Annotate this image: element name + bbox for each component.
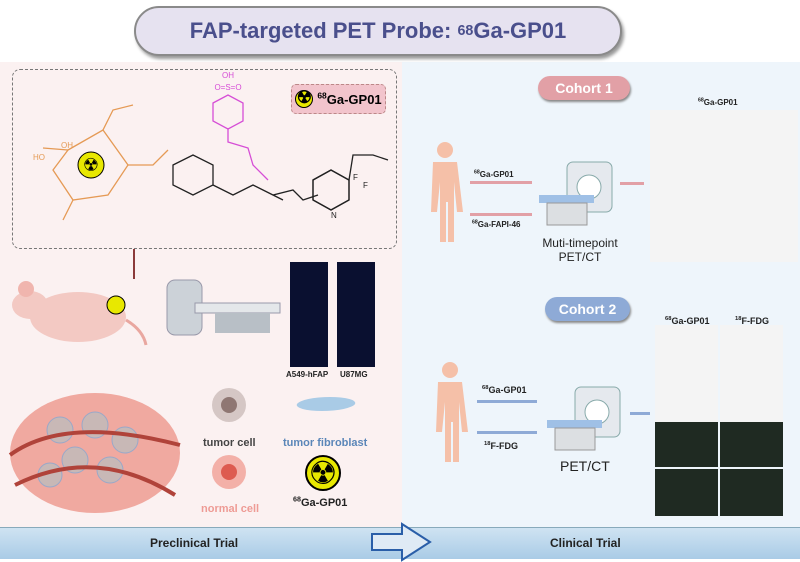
arrow-right [470, 181, 532, 184]
mouse-scan-label: A549-hFAP [286, 370, 329, 379]
cohort2-ct-gp01-chest [655, 422, 718, 467]
arrow-right [477, 431, 537, 434]
cohort2-scanner-label: PET/CT [560, 458, 610, 474]
legend-normal-cell: normal cell [201, 503, 260, 515]
page-title: FAP-targeted PET Probe: 68 Ga-GP01 [134, 6, 622, 56]
mouse-scan-a549 [290, 262, 328, 367]
cohort2-tracer2: F-FDG [490, 441, 519, 451]
radiation-icon: ☢ [305, 455, 341, 491]
human-figure-icon [436, 362, 468, 462]
cohort1-pet-images [650, 110, 798, 262]
preclinical-trial-label: Preclinical Trial [150, 536, 239, 550]
mouse-scan-label: U87MG [340, 370, 368, 379]
arrow-right-icon [371, 522, 432, 562]
cohort-1-label: Cohort 1 [538, 76, 630, 100]
chemical-structure-box: ☢ OH O=S=O OH HO F F N [12, 69, 397, 249]
svg-text:HO: HO [33, 153, 45, 162]
cohort2-pet-fdg [720, 325, 783, 422]
sulfonyl-label: O=S=O [214, 83, 241, 92]
arrow-down [133, 249, 135, 279]
arrow-right [477, 400, 537, 403]
legend-probe: Ga-GP01 [300, 497, 348, 509]
cohort2-col1-title: Ga-GP01 [671, 316, 710, 326]
human-figure-icon [431, 142, 463, 242]
radiation-icon [295, 88, 314, 108]
arrow-right [630, 412, 650, 415]
svg-text:☢: ☢ [83, 155, 99, 175]
mouse-scan-u87mg [337, 262, 375, 367]
normal-cell-icon [212, 455, 246, 489]
svg-text:N: N [331, 211, 337, 220]
small-animal-pet-scanner [166, 279, 281, 336]
legend-tumor-fibroblast: tumor fibroblast [283, 437, 368, 449]
cohort1-scanner-label: Muti-timepoint PET/CT [542, 236, 618, 264]
cohort-2-label: Cohort 2 [545, 297, 630, 321]
cohort2-tracer1: Ga-GP01 [488, 385, 527, 395]
cohort2-ct-fdg-chest [720, 422, 783, 467]
clinical-trial-label: Clinical Trial [550, 536, 621, 550]
cohort1-tracer2: Ga-FAPI-46 [477, 220, 521, 229]
svg-text:F: F [363, 181, 368, 190]
tumor-microenvironment [8, 393, 181, 513]
legend-tumor-cell: tumor cell [203, 437, 256, 449]
pet-ct-scanner-icon [547, 386, 621, 451]
svg-text:OH: OH [222, 71, 234, 80]
arrow-right [470, 213, 532, 216]
cohort2-col2-title: F-FDG [741, 316, 770, 326]
pet-ct-scanner-icon [539, 161, 613, 226]
cohort1-images-title: Ga-GP01 [703, 98, 738, 107]
cohort2-ct-fdg-pelvis [720, 469, 783, 516]
mouse-illustration [12, 281, 148, 346]
cohort2-ct-gp01-pelvis [655, 469, 718, 516]
arrow-right [620, 182, 644, 185]
tumor-cell-icon [212, 388, 246, 422]
cohort2-pet-gp01 [655, 325, 718, 422]
cohort1-tracer1: Ga-GP01 [479, 170, 514, 179]
svg-text:OH: OH [61, 141, 73, 150]
svg-text:F: F [353, 173, 358, 182]
probe-badge: 68Ga-GP01 [291, 84, 386, 114]
chemical-structure: ☢ OH O=S=O OH HO F F N [33, 71, 389, 221]
